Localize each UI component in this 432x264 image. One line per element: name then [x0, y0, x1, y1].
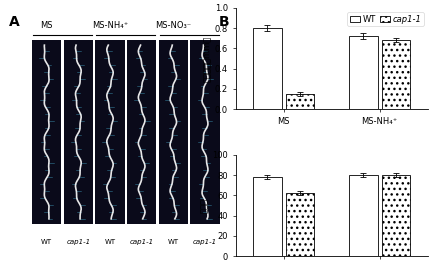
FancyBboxPatch shape — [64, 40, 93, 224]
FancyBboxPatch shape — [32, 40, 61, 224]
Text: MS-NO₃⁻: MS-NO₃⁻ — [155, 21, 191, 30]
Y-axis label: 根毛数: 根毛数 — [200, 198, 210, 213]
Text: MS: MS — [41, 21, 53, 30]
Text: cap1-1: cap1-1 — [130, 239, 154, 245]
Bar — [253, 28, 282, 109]
Text: WT: WT — [105, 239, 115, 245]
Bar — [381, 40, 410, 109]
Bar — [253, 177, 282, 256]
Text: MS-NH₄⁺: MS-NH₄⁺ — [92, 21, 128, 30]
FancyBboxPatch shape — [159, 40, 188, 224]
Text: cap1-1: cap1-1 — [66, 239, 90, 245]
FancyBboxPatch shape — [95, 40, 125, 224]
Bar — [349, 175, 378, 256]
Text: WT: WT — [168, 239, 179, 245]
Bar — [349, 36, 378, 109]
Text: cap1-1: cap1-1 — [193, 239, 217, 245]
Bar — [381, 175, 410, 256]
Legend: WT, cap1-1: WT, cap1-1 — [347, 12, 423, 26]
Bar — [286, 193, 314, 256]
Bar — [286, 94, 314, 109]
Text: WT: WT — [41, 239, 52, 245]
Y-axis label: 根毛长度（mm）: 根毛长度（mm） — [203, 35, 212, 82]
Text: B: B — [219, 15, 229, 29]
Text: A: A — [9, 15, 19, 29]
FancyBboxPatch shape — [127, 40, 156, 224]
FancyBboxPatch shape — [190, 40, 220, 224]
